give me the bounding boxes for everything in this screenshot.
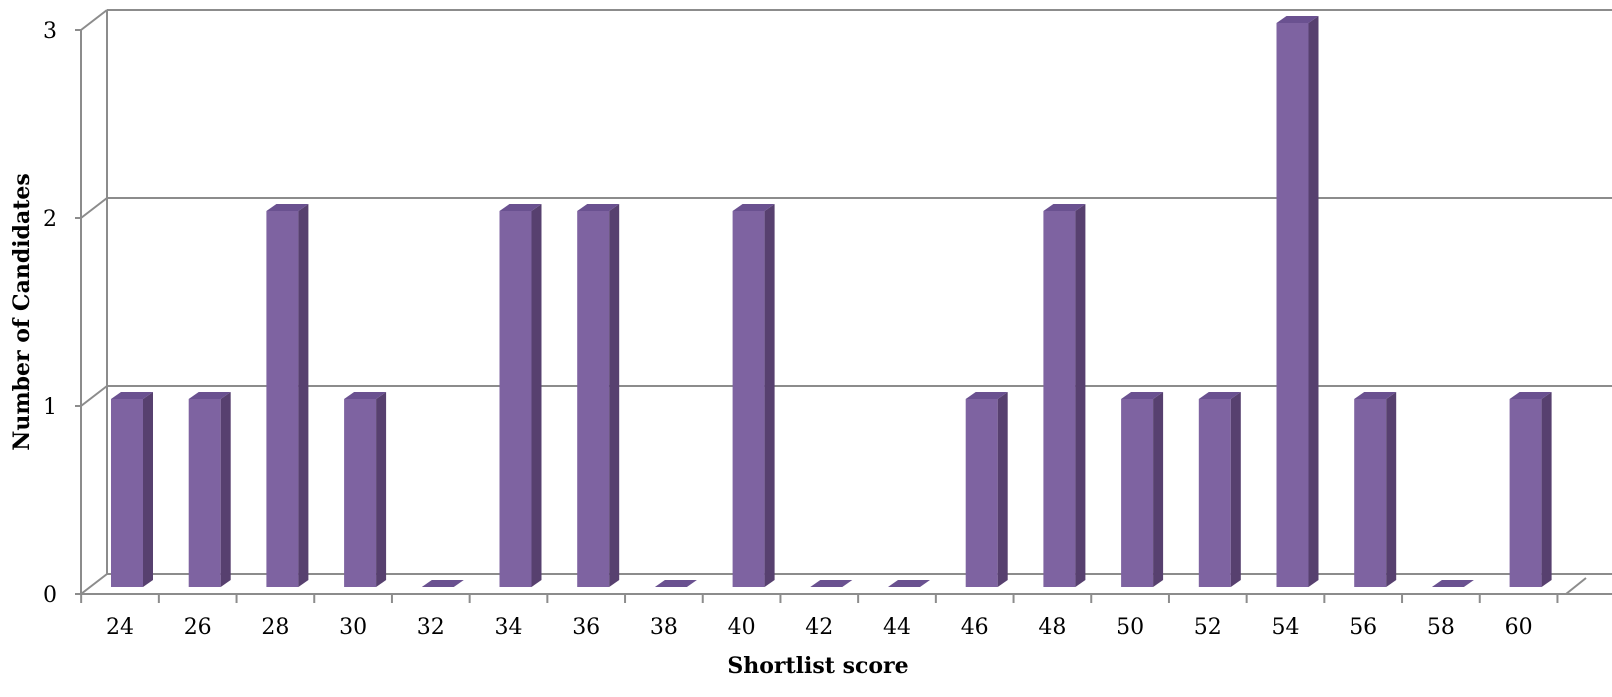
x-tick-label: 24 [106, 615, 134, 640]
bars-layer [111, 16, 1552, 587]
bar [1276, 16, 1319, 587]
x-axis-title: Shortlist score [727, 653, 908, 679]
y-tick-label: 1 [43, 395, 57, 420]
x-tick-label: 42 [805, 615, 833, 640]
gridline-depth [80, 573, 108, 595]
bar [1043, 204, 1086, 587]
bar [1509, 392, 1552, 587]
x-tick-label: 34 [495, 615, 523, 640]
gridline-depth [80, 9, 108, 31]
bar [499, 204, 542, 587]
bar [1121, 392, 1164, 587]
x-tick-label: 28 [261, 615, 289, 640]
x-tick-label: 50 [1116, 615, 1144, 640]
x-tick-label: 54 [1272, 615, 1300, 640]
gridline-depth [80, 385, 108, 407]
x-tick-label: 30 [339, 615, 367, 640]
x-tick-label: 52 [1194, 615, 1222, 640]
bar [266, 204, 309, 587]
axis-layer [75, 10, 1612, 603]
x-tick-label: 60 [1505, 615, 1533, 640]
bar [732, 204, 775, 587]
x-tick-label: 32 [417, 615, 445, 640]
x-tick-label: 36 [572, 615, 600, 640]
y-tick-labels: 0 1 2 3 [43, 19, 57, 608]
y-tick-label: 3 [43, 19, 57, 44]
bar [888, 580, 930, 587]
y-tick-label: 0 [43, 583, 57, 608]
bar [421, 580, 464, 587]
bar [654, 580, 697, 587]
x-tick-label: 44 [883, 615, 911, 640]
bar [577, 204, 620, 587]
x-tick-labels: 24 26 28 30 32 34 36 38 40 42 44 46 48 50 52 54 56 58 60 [106, 615, 1533, 640]
gridline-depth [80, 197, 108, 219]
x-tick-label: 40 [728, 615, 756, 640]
bar [111, 392, 153, 587]
y-tick-label: 2 [43, 207, 57, 232]
x-tick-label: 46 [961, 615, 989, 640]
x-axis-depth-line [1565, 577, 1587, 595]
bar [1198, 392, 1241, 587]
bar [344, 392, 387, 587]
x-tick-label: 38 [650, 615, 678, 640]
x-tick-label: 26 [184, 615, 212, 640]
bar [965, 392, 1008, 587]
y-axis-title: Number of Candidates [9, 173, 35, 451]
bar [188, 392, 231, 587]
bar [810, 580, 853, 587]
bar [1431, 580, 1474, 587]
x-tick-label: 58 [1427, 615, 1455, 640]
x-tick-label: 48 [1038, 615, 1066, 640]
x-tick-label: 56 [1349, 615, 1377, 640]
bar [1354, 392, 1397, 587]
